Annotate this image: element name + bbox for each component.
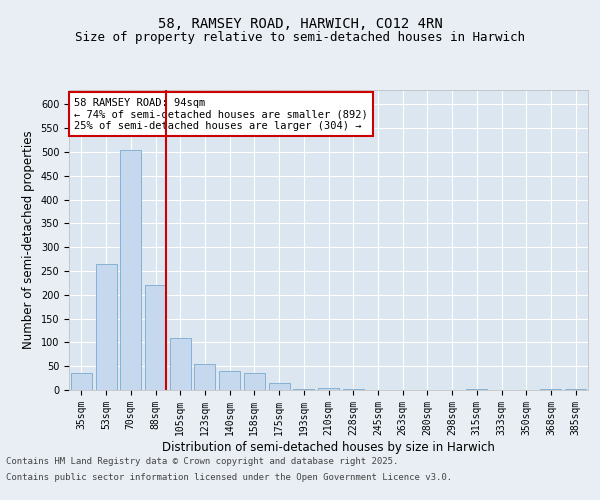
- Text: Contains public sector information licensed under the Open Government Licence v3: Contains public sector information licen…: [6, 472, 452, 482]
- Text: Contains HM Land Registry data © Crown copyright and database right 2025.: Contains HM Land Registry data © Crown c…: [6, 458, 398, 466]
- Bar: [244, 374, 265, 390]
- Bar: [269, 383, 290, 390]
- Bar: [71, 374, 92, 390]
- Bar: [95, 264, 116, 390]
- Bar: [318, 388, 339, 390]
- Bar: [565, 389, 586, 390]
- Bar: [219, 371, 240, 390]
- Bar: [541, 389, 562, 390]
- Text: Size of property relative to semi-detached houses in Harwich: Size of property relative to semi-detach…: [75, 31, 525, 44]
- Y-axis label: Number of semi-detached properties: Number of semi-detached properties: [22, 130, 35, 350]
- X-axis label: Distribution of semi-detached houses by size in Harwich: Distribution of semi-detached houses by …: [162, 440, 495, 454]
- Bar: [145, 285, 166, 390]
- Bar: [466, 389, 487, 390]
- Bar: [194, 364, 215, 390]
- Bar: [170, 338, 191, 390]
- Bar: [343, 389, 364, 390]
- Bar: [120, 150, 141, 390]
- Text: 58 RAMSEY ROAD: 94sqm
← 74% of semi-detached houses are smaller (892)
25% of sem: 58 RAMSEY ROAD: 94sqm ← 74% of semi-deta…: [74, 98, 368, 130]
- Text: 58, RAMSEY ROAD, HARWICH, CO12 4RN: 58, RAMSEY ROAD, HARWICH, CO12 4RN: [158, 18, 442, 32]
- Bar: [293, 389, 314, 390]
